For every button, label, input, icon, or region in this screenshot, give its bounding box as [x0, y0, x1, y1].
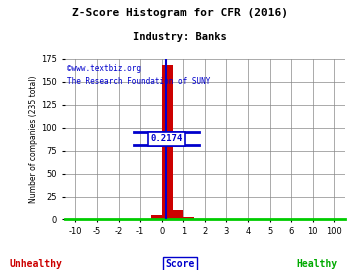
Bar	[172, 210, 183, 220]
Text: Industry: Banks: Industry: Banks	[133, 32, 227, 42]
Y-axis label: Number of companies (235 total): Number of companies (235 total)	[30, 76, 39, 203]
Text: The Research Foundation of SUNY: The Research Foundation of SUNY	[67, 77, 211, 86]
Bar	[162, 65, 172, 220]
Text: Unhealthy: Unhealthy	[10, 259, 62, 269]
Text: ©www.textbiz.org: ©www.textbiz.org	[67, 64, 141, 73]
Text: Z-Score Histogram for CFR (2016): Z-Score Histogram for CFR (2016)	[72, 8, 288, 18]
Text: Healthy: Healthy	[296, 259, 337, 269]
Text: Score: Score	[165, 259, 195, 269]
Text: 0.2174: 0.2174	[150, 134, 183, 143]
Bar	[151, 215, 162, 220]
Bar	[183, 217, 194, 220]
